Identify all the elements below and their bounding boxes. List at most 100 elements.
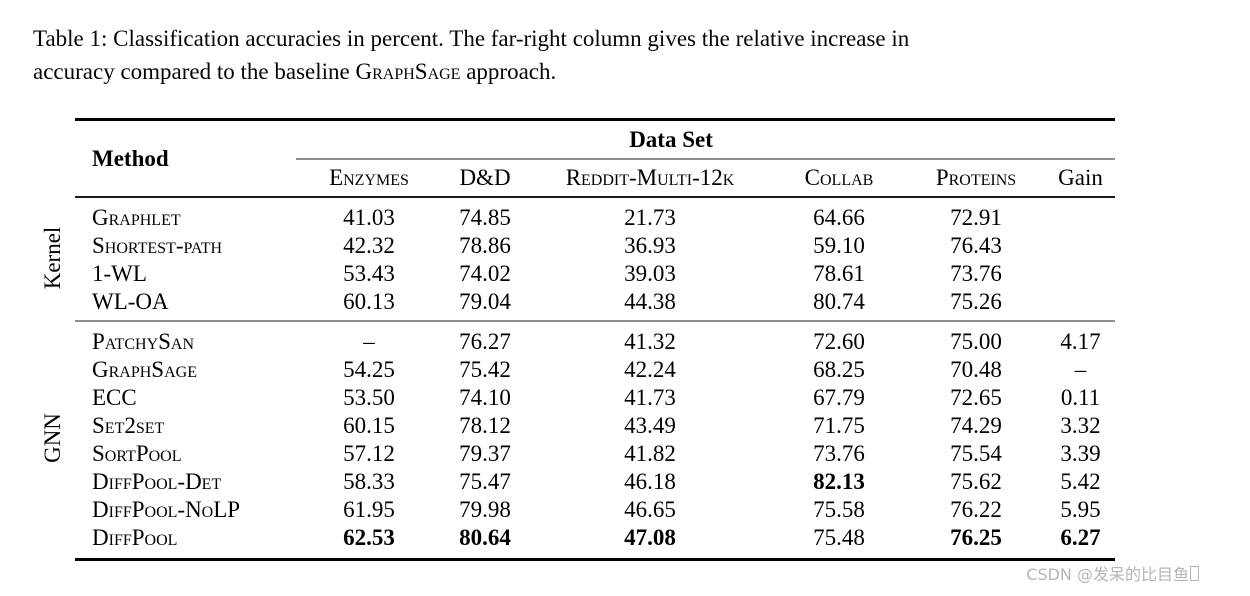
csdn-watermark: CSDN @发呆的比目鱼 [1026, 565, 1199, 584]
caption-graphsage: GraphSage [355, 59, 461, 84]
value-cell: 47.08 [624, 525, 676, 550]
value-cell: 59.10 [813, 233, 865, 258]
value-cell: 74.29 [950, 413, 1002, 438]
caption-line2-before: accuracy compared to the baseline [33, 59, 356, 84]
value-cell: 75.62 [950, 469, 1002, 494]
value-cell: 78.12 [459, 413, 511, 438]
table-row: PatchySan – 76.27 41.32 72.60 75.00 4.17 [75, 321, 1115, 356]
value-cell: – [1074, 357, 1087, 382]
value-cell: 58.33 [343, 469, 395, 494]
value-cell: 78.61 [813, 261, 865, 286]
value-cell: – [363, 329, 375, 354]
value-cell: 0.11 [1060, 385, 1101, 410]
results-table: Method Data Set Enzymes D&D Reddit-Multi… [75, 118, 1116, 561]
method-cell: WL-OA [75, 288, 296, 322]
value-cell: 53.50 [343, 385, 395, 410]
method-cell: Set2set [92, 413, 165, 438]
value-cell: 75.47 [459, 469, 511, 494]
table-caption: Table 1: Classification accuracies in pe… [33, 22, 1213, 88]
value-cell: 76.27 [459, 329, 511, 354]
method-cell: Graphlet [92, 205, 181, 230]
method-cell: 1-WL [92, 261, 147, 286]
caption-line2-after: approach. [460, 59, 557, 84]
table-row: WL-OA 60.13 79.04 44.38 80.74 75.26 [75, 288, 1116, 322]
value-cell: 5.95 [1060, 497, 1101, 522]
watermark-text: CSDN @发呆的比目鱼 [1026, 565, 1189, 584]
method-cell: GraphSage [92, 357, 197, 382]
value-cell: 67.79 [813, 385, 865, 410]
value-cell: 72.91 [950, 205, 1002, 230]
value-cell: 75.42 [459, 357, 511, 382]
table-row: Graphlet 41.03 74.85 21.73 64.66 72.91 [75, 197, 1115, 232]
value-cell: 75.26 [906, 288, 1046, 322]
method-cell: DiffPool [92, 525, 178, 550]
value-cell: 79.04 [442, 288, 528, 322]
method-cell: Shortest-path [92, 233, 223, 258]
value-cell: 60.13 [296, 288, 442, 322]
value-cell: 3.39 [1060, 441, 1101, 466]
value-cell: 75.48 [813, 525, 865, 550]
col-header-reddit: Reddit-Multi-12k [528, 159, 772, 198]
value-cell: 78.86 [459, 233, 511, 258]
value-cell: 46.18 [624, 469, 676, 494]
kernel-section-label: Kernel [40, 226, 65, 290]
value-cell [1046, 232, 1115, 260]
value-cell: 75.54 [950, 441, 1002, 466]
value-cell: 74.85 [459, 205, 511, 230]
missing-glyph-box [1190, 566, 1199, 581]
col-header-collab: Collab [772, 159, 906, 198]
value-cell: 68.25 [813, 357, 865, 382]
table-row: ECC 53.50 74.10 41.73 67.79 72.65 0.11 [75, 384, 1115, 412]
value-cell: 70.48 [950, 357, 1002, 382]
col-header-gain: Gain [1046, 159, 1116, 198]
value-cell: 79.98 [459, 497, 511, 522]
value-cell: 82.13 [813, 469, 865, 494]
table-row: SortPool 57.12 79.37 41.82 73.76 75.54 3… [75, 440, 1115, 468]
value-cell: 72.60 [813, 329, 865, 354]
value-cell: 76.22 [950, 497, 1002, 522]
value-cell: 5.42 [1060, 469, 1101, 494]
method-cell: PatchySan [92, 329, 195, 354]
value-cell: 75.00 [950, 329, 1002, 354]
value-cell: 21.73 [624, 205, 676, 230]
table-row: DiffPool 62.53 80.64 47.08 75.48 76.25 6… [75, 524, 1115, 560]
value-cell: 46.65 [624, 497, 676, 522]
value-cell [1046, 197, 1115, 232]
method-cell: DiffPool-NoLP [92, 497, 241, 522]
value-cell: 57.12 [343, 441, 395, 466]
method-cell: SortPool [92, 441, 182, 466]
value-cell: 42.32 [343, 233, 395, 258]
col-header-enzymes: Enzymes [296, 159, 442, 198]
caption-line1: Table 1: Classification accuracies in pe… [33, 26, 910, 51]
value-cell: 71.75 [813, 413, 865, 438]
method-header: Method [75, 119, 296, 198]
value-cell: 36.93 [624, 233, 676, 258]
value-cell: 61.95 [343, 497, 395, 522]
gnn-section: PatchySan – 76.27 41.32 72.60 75.00 4.17… [75, 321, 1115, 560]
method-cell: DiffPool-Det [92, 469, 222, 494]
value-cell: 72.65 [950, 385, 1002, 410]
value-cell: 64.66 [813, 205, 865, 230]
value-cell: 80.64 [459, 525, 511, 550]
table-row: DiffPool-NoLP 61.95 79.98 46.65 75.58 76… [75, 496, 1115, 524]
value-cell [1046, 288, 1116, 322]
value-cell: 73.76 [813, 441, 865, 466]
table-row: Set2set 60.15 78.12 43.49 71.75 74.29 3.… [75, 412, 1115, 440]
value-cell: 75.58 [813, 497, 865, 522]
value-cell: 62.53 [343, 525, 395, 550]
method-cell: ECC [92, 385, 137, 410]
value-cell: 41.82 [624, 441, 676, 466]
value-cell: 41.73 [624, 385, 676, 410]
value-cell: 54.25 [343, 357, 395, 382]
value-cell: 76.43 [950, 233, 1002, 258]
table-row: Shortest-path 42.32 78.86 36.93 59.10 76… [75, 232, 1115, 260]
value-cell: 60.15 [343, 413, 395, 438]
value-cell: 41.03 [343, 205, 395, 230]
value-cell: 4.17 [1060, 329, 1101, 354]
value-cell: 43.49 [624, 413, 676, 438]
value-cell: 6.27 [1060, 525, 1101, 550]
value-cell: 76.25 [950, 525, 1002, 550]
col-header-dd: D&D [442, 159, 528, 198]
value-cell: 73.76 [950, 261, 1002, 286]
value-cell: 44.38 [528, 288, 772, 322]
